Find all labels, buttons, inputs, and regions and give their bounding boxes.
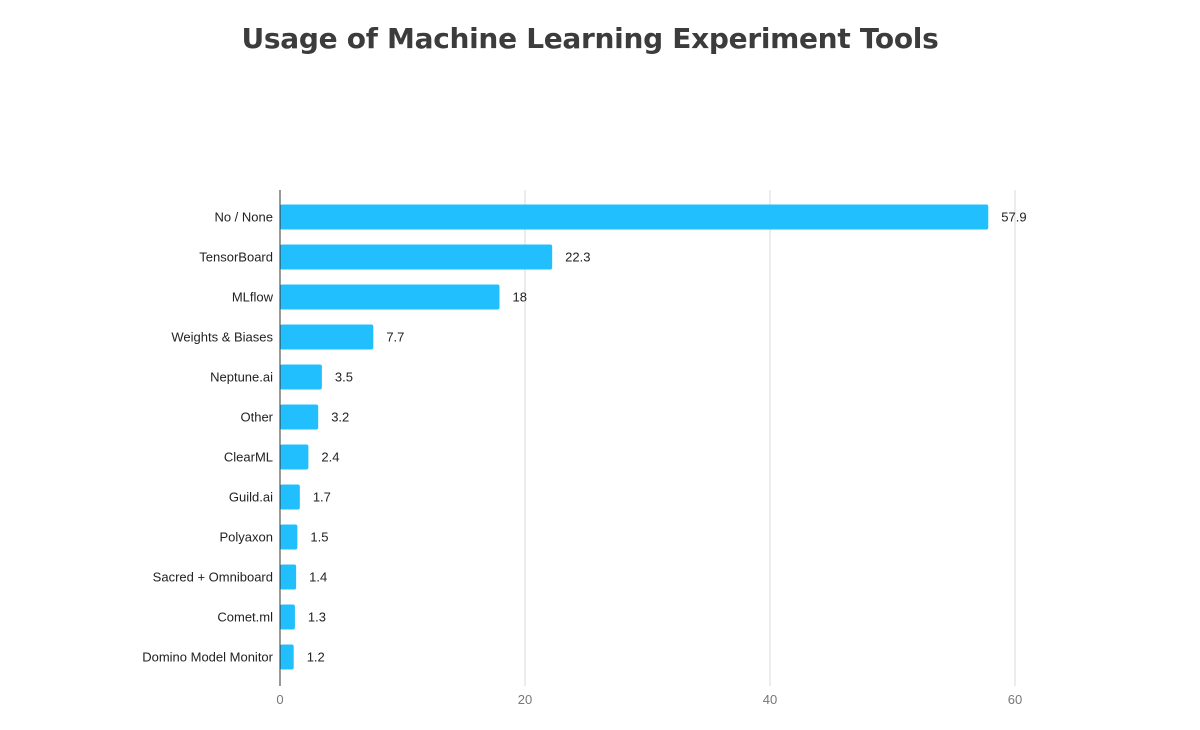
bar [280,244,553,270]
category-label: Domino Model Monitor [142,650,273,665]
category-label: No / None [214,210,273,225]
gridlines [524,190,1016,686]
value-label: 1.3 [308,610,326,625]
value-label: 2.4 [321,450,339,465]
value-label: 1.4 [309,570,327,585]
value-labels: 57.9 22.3 18 7.7 3.5 3.2 2.4 1.7 1.5 1.4 1.3 1.2 [307,210,1027,665]
category-label: Sacred + Omniboard [153,570,273,585]
value-label: 7.7 [386,330,404,345]
x-tick-label: 20 [518,692,532,707]
value-label: 22.3 [565,250,590,265]
value-label: 1.2 [307,650,325,665]
bars [280,204,989,670]
bar [280,444,309,470]
bar [280,564,297,590]
chart-title: Usage of Machine Learning Experiment Too… [241,22,939,55]
bar [280,404,319,430]
x-tick-label: 40 [763,692,777,707]
x-tick-labels: 0 20 40 60 [276,692,1022,707]
category-label: Other [240,410,273,425]
value-label: 57.9 [1001,210,1026,225]
x-tick-label: 60 [1008,692,1022,707]
category-label: Guild.ai [229,490,273,505]
bar [280,204,989,230]
category-label: Weights & Biases [171,330,273,345]
bar [280,524,298,550]
bar [280,324,374,350]
value-label: 3.2 [331,410,349,425]
category-label: ClearML [224,450,273,465]
bar [280,604,295,630]
category-label: Neptune.ai [210,370,273,385]
category-label: Polyaxon [220,530,273,545]
value-label: 1.5 [310,530,328,545]
category-label: Comet.ml [217,610,273,625]
value-label: 18 [513,290,527,305]
bar [280,484,300,510]
value-label: 1.7 [313,490,331,505]
bar [280,284,500,310]
bar [280,364,322,390]
category-label: MLflow [232,290,274,305]
category-labels: No / None TensorBoard MLflow Weights & Bias… [142,210,273,665]
x-tick-label: 0 [276,692,283,707]
value-label: 3.5 [335,370,353,385]
category-label: TensorBoard [199,250,273,265]
bar [280,644,294,670]
